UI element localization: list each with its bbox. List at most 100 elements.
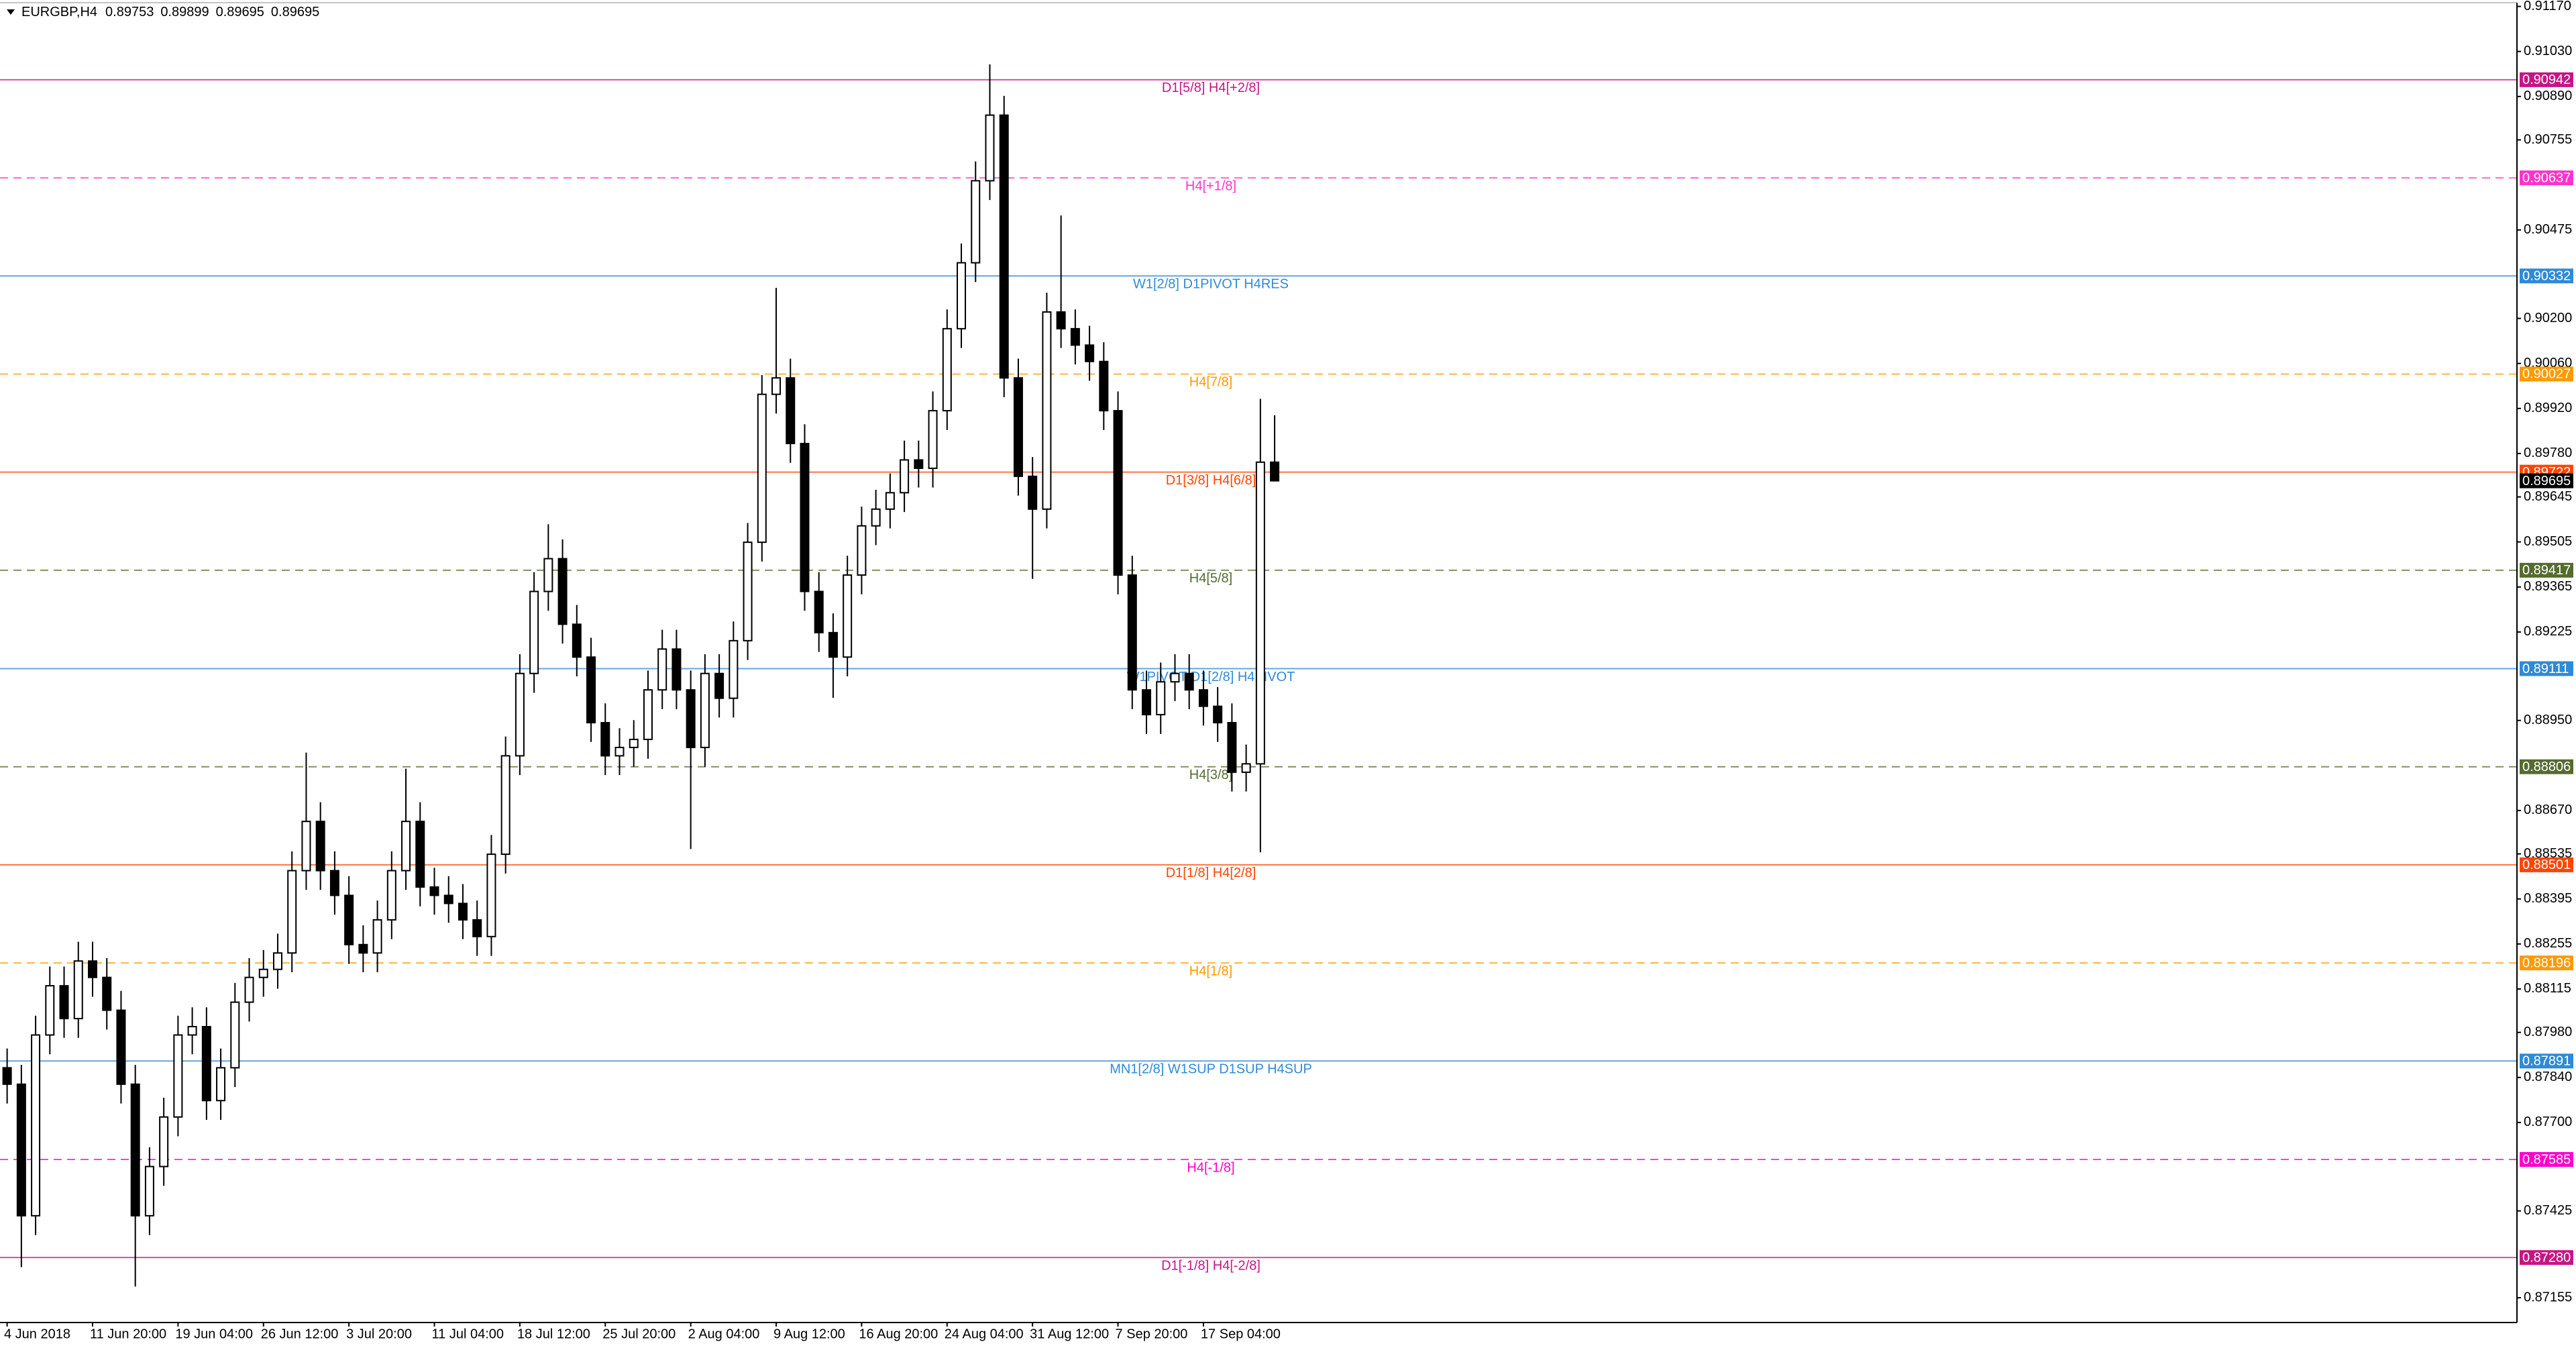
y-tick-label: 0.87700 (2524, 1115, 2572, 1129)
x-tick-label: 24 Aug 04:00 (945, 1327, 1024, 1341)
candle-body (828, 631, 838, 658)
symbol: EURGBP,H4 (21, 5, 97, 19)
candle-body (287, 870, 297, 954)
candle-body (1170, 672, 1180, 683)
candle-body (1099, 360, 1109, 412)
price-box (2520, 1053, 2573, 1069)
candle-body (1056, 311, 1066, 329)
y-tick-label: 0.90475 (2524, 222, 2572, 237)
x-tick-label: 2 Aug 04:00 (688, 1327, 760, 1341)
last-low: 0.89695 (216, 5, 264, 19)
candle-body (1255, 461, 1265, 765)
candle-body (586, 656, 596, 724)
price-box (2520, 170, 2573, 186)
candle-body (1227, 722, 1237, 773)
candle-body (1113, 410, 1123, 576)
last-open: 0.89753 (105, 5, 154, 19)
y-tick-label: 0.89920 (2524, 401, 2572, 415)
candle-body (999, 114, 1009, 379)
candle-body (315, 821, 325, 872)
candle-body (1070, 327, 1080, 346)
candle-body (272, 952, 282, 970)
candle-body (415, 821, 425, 888)
candle-body (529, 590, 539, 674)
x-tick-label: 11 Jun 20:00 (90, 1327, 166, 1341)
candle-body (515, 672, 525, 757)
y-tick-label: 0.88255 (2524, 936, 2572, 951)
candle-body (358, 943, 368, 954)
candle-body (871, 508, 881, 527)
y-tick-label: 0.89645 (2524, 489, 2572, 504)
candle-body (857, 525, 867, 576)
candle-body (329, 870, 339, 896)
candle-body (429, 886, 439, 896)
candle-body (771, 377, 782, 395)
price-box-label: 0.88196 (2522, 955, 2571, 970)
candle-body (914, 459, 924, 469)
candle-body (885, 492, 895, 510)
y-tick-label: 0.90755 (2524, 132, 2572, 147)
candle-body (344, 894, 354, 945)
candle-body (700, 672, 710, 748)
candle-body (31, 1034, 41, 1216)
level-name: H4[7/8] (1189, 375, 1232, 390)
candle-body (572, 623, 582, 658)
x-tick-label: 25 Jul 20:00 (602, 1327, 676, 1341)
price-box (2520, 1250, 2573, 1265)
candle-body (814, 590, 824, 633)
candle-body (1270, 461, 1280, 482)
candle-body (244, 976, 254, 1003)
price-box-label: 0.88501 (2522, 858, 2571, 872)
candle-body (1127, 574, 1137, 691)
candle-body (614, 746, 625, 757)
y-tick-label: 0.89780 (2524, 446, 2572, 460)
x-tick-label: 3 Jul 20:00 (346, 1327, 412, 1341)
candle-body (443, 894, 453, 904)
level-name: MN1[2/8] W1SUP D1SUP H4SUP (1110, 1062, 1312, 1077)
candle-body (942, 327, 952, 412)
candle-body (843, 574, 853, 658)
candle-body (928, 410, 938, 469)
price-box-label: 0.90332 (2522, 269, 2571, 284)
level-name: W1[2/8] D1PIVOT H4RES (1133, 277, 1289, 292)
price-box (2520, 857, 2573, 872)
candle-body (900, 459, 910, 494)
price-box-label: 0.90637 (2522, 170, 2571, 185)
menu-arrow[interactable] (7, 9, 15, 15)
price-box (2520, 72, 2573, 87)
candle-body (301, 821, 311, 872)
x-tick-label: 26 Jun 12:00 (261, 1327, 339, 1341)
candle-body (1042, 311, 1052, 510)
candle-body (16, 1083, 26, 1216)
candle-body (173, 1034, 183, 1118)
candle-body (372, 919, 382, 954)
candle-body (1142, 689, 1152, 716)
candle-body (73, 960, 83, 1020)
price-box-label: 0.90942 (2522, 72, 2571, 87)
level-name: W1PIVOT D1[2/8] H4PIVOT (1127, 670, 1295, 684)
x-tick-label: 31 Aug 12:00 (1030, 1327, 1109, 1341)
candle-body (1156, 681, 1166, 716)
candle-body (985, 114, 995, 182)
y-tick-label: 0.90200 (2524, 311, 2572, 325)
price-box (2520, 661, 2573, 676)
level-name: H4[-1/8] (1187, 1160, 1234, 1175)
candle-body (672, 648, 682, 691)
y-tick-label: 0.89365 (2524, 579, 2572, 594)
current-price-label: 0.89695 (2522, 474, 2571, 488)
price-box-label: 0.89417 (2522, 563, 2571, 578)
candle-body (201, 1026, 211, 1102)
candle-body (757, 393, 767, 543)
y-tick-label: 0.90060 (2524, 356, 2572, 370)
candle-body (1184, 672, 1194, 691)
y-tick-label: 0.87840 (2524, 1070, 2572, 1084)
price-box (2520, 562, 2573, 578)
price-box (2520, 366, 2573, 382)
y-tick-label: 0.88395 (2524, 891, 2572, 906)
candle-body (971, 180, 981, 264)
candle-body (159, 1116, 169, 1168)
candle-body (743, 541, 753, 641)
price-box-label: 0.90027 (2522, 367, 2571, 382)
